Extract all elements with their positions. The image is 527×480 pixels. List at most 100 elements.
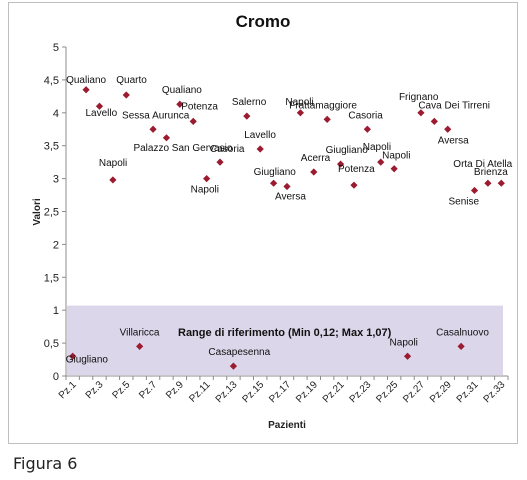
- data-point-label: Napoli: [390, 337, 418, 348]
- y-tick-label: 3,5: [44, 141, 59, 153]
- data-point-marker: [82, 86, 90, 94]
- data-point-label: Qualiano: [66, 75, 106, 86]
- data-point-marker: [270, 179, 278, 187]
- reference-range-label: Range di riferimento (Min 0,12; Max 1,07…: [178, 327, 392, 339]
- x-tick-label: Pz.3: [84, 379, 106, 401]
- data-point-marker: [296, 109, 304, 117]
- data-point-marker: [109, 176, 117, 184]
- data-point-marker: [377, 158, 385, 166]
- x-tick-label: Pz.15: [240, 379, 266, 405]
- x-tick-label: Pz.19: [294, 379, 320, 405]
- data-point-label: Sessa Aurunca: [122, 110, 190, 121]
- data-point-label: Qualiano: [162, 85, 202, 96]
- data-point-marker: [470, 186, 479, 195]
- data-point-marker: [390, 165, 398, 173]
- data-point-marker: [189, 117, 197, 125]
- data-point-marker: [403, 352, 412, 360]
- y-tick-label: 5: [53, 42, 59, 54]
- data-point-label: Senise: [449, 196, 480, 207]
- y-axis-title: Valori: [32, 198, 43, 225]
- data-point-label: Orta Di Atella: [453, 159, 512, 170]
- data-point-label: Napoli: [382, 151, 410, 162]
- x-tick-label: Pz.11: [187, 379, 213, 405]
- y-tick-label: 2,5: [44, 207, 59, 219]
- data-point-marker: [350, 181, 358, 189]
- data-point-marker: [69, 352, 77, 360]
- data-point-label: Frignano: [399, 92, 439, 103]
- data-point-label: Quarto: [116, 75, 147, 86]
- data-point-label: Napoli: [191, 185, 219, 196]
- y-tick-label: 1,5: [44, 272, 59, 284]
- data-point-label: Casoria: [210, 144, 245, 155]
- data-point-label: Casalnuovo: [436, 327, 489, 338]
- data-point-marker: [216, 158, 224, 166]
- figure-caption: Figura 6: [13, 454, 78, 473]
- data-point-marker: [363, 125, 371, 133]
- x-tick-label: Pz.13: [214, 379, 240, 405]
- x-tick-label: Pz.9: [164, 379, 186, 401]
- data-point-marker: [95, 102, 104, 110]
- x-tick-label: Pz.25: [374, 379, 400, 405]
- data-point-label: Casapesenna: [208, 347, 270, 358]
- data-point-label: Palazzo San Gervasio: [133, 143, 232, 154]
- data-point-marker: [310, 168, 318, 176]
- data-point-label: Villaricca: [120, 327, 160, 338]
- data-point-marker: [122, 91, 130, 99]
- y-tick-label: 4,5: [44, 75, 59, 87]
- data-point-label: Aversa: [438, 135, 469, 146]
- data-point-marker: [497, 179, 505, 187]
- y-tick-label: 0: [53, 371, 59, 383]
- reference-range-band: [67, 305, 503, 375]
- x-tick-label: Pz.23: [348, 379, 374, 405]
- x-tick-label: Pz.27: [401, 379, 427, 405]
- x-tick-label: Pz.21: [321, 379, 347, 405]
- chart-title: Cromo: [236, 12, 291, 31]
- data-point-marker: [457, 342, 465, 350]
- data-point-marker: [336, 160, 345, 168]
- data-point-marker: [176, 100, 184, 108]
- x-tick-label: Pz.1: [57, 379, 79, 401]
- data-point-marker: [136, 342, 144, 350]
- x-tick-label: Pz.33: [482, 379, 508, 405]
- data-point-label: Brienza: [474, 167, 508, 178]
- data-point-label: Potenza: [338, 164, 375, 175]
- data-point-marker: [444, 125, 452, 133]
- data-point-marker: [283, 182, 291, 191]
- data-point-label: Napoli: [363, 142, 391, 153]
- data-point-label: Casoria: [348, 110, 383, 121]
- data-point-marker: [162, 134, 171, 142]
- data-point-label: Napoli: [285, 97, 313, 108]
- x-tick-label: Pz.7: [137, 379, 159, 401]
- data-point-label: Acerra: [301, 153, 331, 164]
- data-point-label: Lavello: [85, 108, 117, 119]
- data-point-label: Salerno: [232, 97, 267, 108]
- data-point-marker: [243, 112, 251, 120]
- data-point-label: Aversa: [275, 191, 306, 202]
- y-tick-label: 1: [53, 305, 59, 317]
- data-point-label: Cava Dei Tirreni: [418, 100, 490, 111]
- data-point-label: Frattamaggiore: [289, 100, 357, 111]
- data-point-label: Napoli: [99, 158, 127, 169]
- y-tick-label: 2: [53, 239, 59, 251]
- data-point-marker: [229, 362, 238, 370]
- data-point-label: Giugliano: [326, 145, 369, 156]
- y-tick-label: 0,5: [44, 338, 59, 350]
- data-point-label: Giugliano: [66, 354, 109, 365]
- x-tick-label: Pz.29: [428, 379, 454, 405]
- data-point-marker: [323, 115, 331, 123]
- data-point-label: Lavello: [244, 130, 276, 141]
- y-tick-label: 3: [53, 174, 59, 186]
- data-point-marker: [430, 117, 438, 125]
- x-tick-label: Pz.31: [455, 379, 481, 405]
- data-point-marker: [203, 175, 211, 183]
- x-tick-label: Pz.5: [110, 379, 132, 401]
- data-point-label: Potenza: [181, 101, 218, 112]
- x-axis-title: Pazienti: [268, 420, 306, 431]
- data-point-marker: [149, 125, 157, 133]
- data-point-marker: [417, 109, 425, 117]
- data-point-marker: [484, 179, 492, 187]
- y-tick-label: 4: [53, 108, 59, 120]
- x-tick-label: Pz.17: [267, 379, 293, 405]
- data-point-marker: [256, 145, 264, 153]
